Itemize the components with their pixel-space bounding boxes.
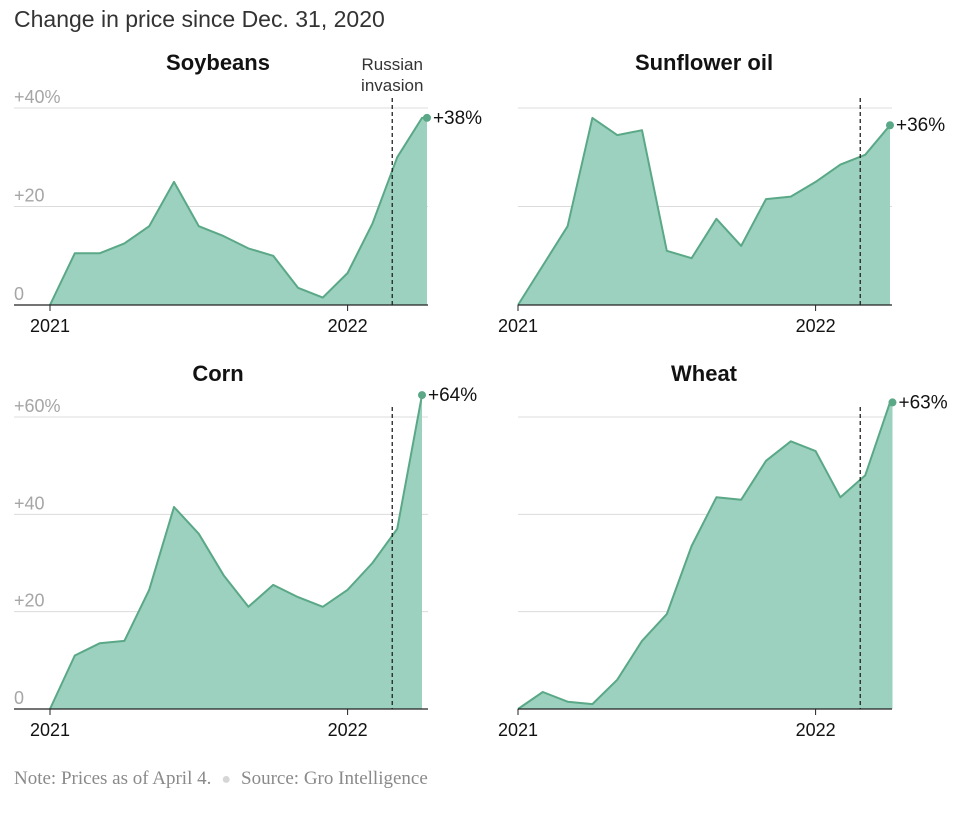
end-point [422,113,431,122]
price-area [518,117,890,306]
y-tick-label: 0 [14,284,24,304]
x-tick-label: 2021 [30,316,70,336]
panel-title: Sunflower oil [635,50,773,75]
price-area [518,402,893,709]
invasion-annotation-line1: Russian [362,55,423,74]
price-line [49,394,423,710]
x-tick-label: 2022 [328,316,368,336]
y-tick-label: +40 [14,493,45,513]
panel-wheat: Wheat 2021 2022 +63% [498,361,948,740]
x-tick-label: 2022 [796,720,836,740]
price-line [517,401,893,710]
y-tick-label: +40% [14,87,61,107]
invasion-annotation-line2: invasion [361,76,423,95]
x-tick-label: 2021 [498,720,538,740]
price-line [517,116,891,306]
panel-corn: Corn 0 +20 +40 +60% 2021 2022 +64% [14,361,477,740]
x-tick-label: 2021 [30,720,70,740]
y-tick-label: 0 [14,688,24,708]
x-tick-label: 2021 [498,316,538,336]
footer-note: Note: Prices as of April 4. [14,768,212,789]
price-line [49,116,427,306]
end-value-label: +38% [433,108,482,129]
panel-sunflower-oil: Sunflower oil 2021 2022 +36% [498,50,945,336]
footer-source: Source: Gro Intelligence [241,768,428,789]
panel-title: Soybeans [166,50,270,75]
footer: Note: Prices as of April 4. ● Source: Gro … [14,768,428,790]
panel-soybeans: Soybeans 0 +20 +40% 2021 2022 Russian invasion +… [14,50,482,336]
price-area [50,395,422,709]
end-value-label: +64% [428,385,477,406]
end-point [888,398,897,407]
y-tick-label: +20 [14,186,45,206]
x-tick-label: 2022 [796,316,836,336]
end-value-label: +36% [896,115,945,136]
panel-title: Corn [192,361,243,386]
separator-dot-icon: ● [221,771,232,788]
y-tick-label: +20 [14,591,45,611]
panel-title: Wheat [671,361,738,386]
end-value-label: +63% [898,392,947,413]
end-point [886,121,894,130]
end-point [418,391,426,400]
price-area [50,117,427,306]
y-tick-label: +60% [14,396,61,416]
x-tick-label: 2022 [328,720,368,740]
chart-title: Change in price since Dec. 31, 2020 [14,6,385,32]
